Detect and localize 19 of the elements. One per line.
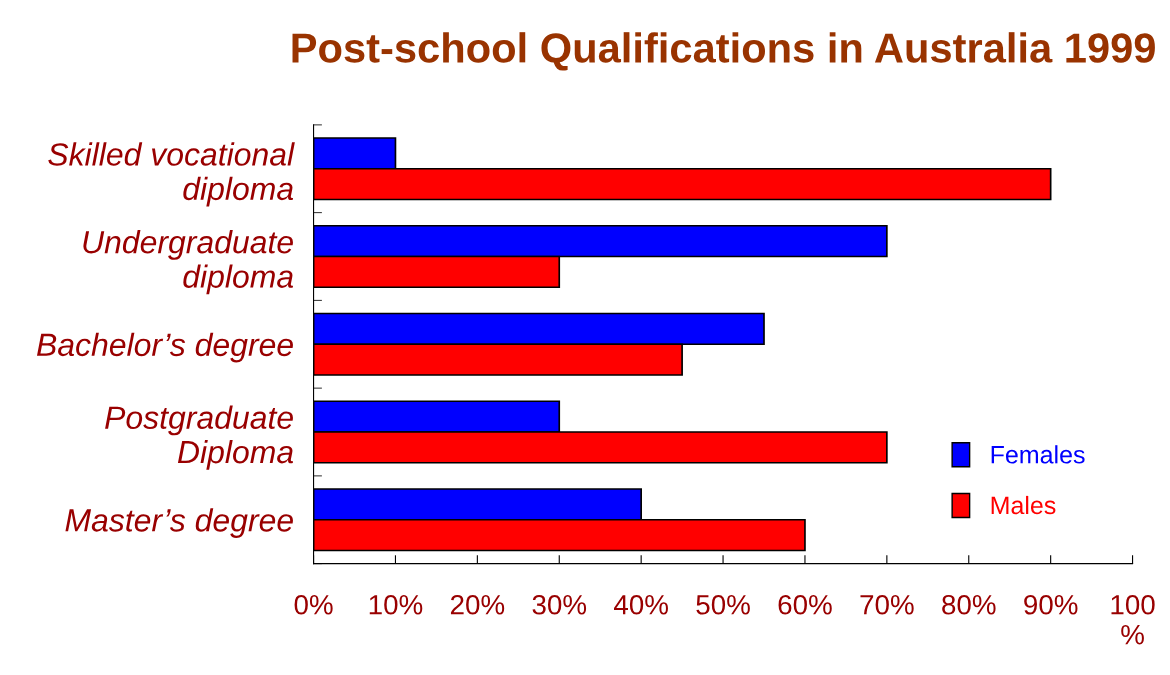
- x-tick-label: 30%: [532, 594, 587, 615]
- x-tick-label: 20%: [450, 594, 505, 615]
- legend-label: Females: [991, 445, 1085, 464]
- legend-label: Males: [991, 495, 1056, 515]
- x-tick-label: 70%: [860, 594, 914, 615]
- x-tick-label: 0%: [294, 594, 333, 615]
- y-tick-label: Master’s degree: [65, 508, 293, 538]
- y-tick-label: Undergraduate diploma: [83, 230, 294, 295]
- x-tick-label: 50%: [696, 594, 750, 615]
- y-tick-label: Skilled vocational diploma: [48, 142, 295, 207]
- x-tick-label: 60%: [778, 594, 832, 615]
- x-tick-label: 10%: [369, 594, 423, 615]
- x-tick-label: 100 %: [1111, 594, 1155, 645]
- x-tick-label: 90%: [1024, 594, 1078, 615]
- chart-title: Post-school Qualifications in Australia 1999: [292, 32, 1155, 71]
- x-tick-label: 80%: [942, 594, 996, 615]
- y-tick-label: Postgraduate Diploma: [105, 405, 294, 470]
- x-tick-label: 40%: [614, 594, 668, 615]
- y-tick-label: Bachelor’s degree: [36, 332, 293, 363]
